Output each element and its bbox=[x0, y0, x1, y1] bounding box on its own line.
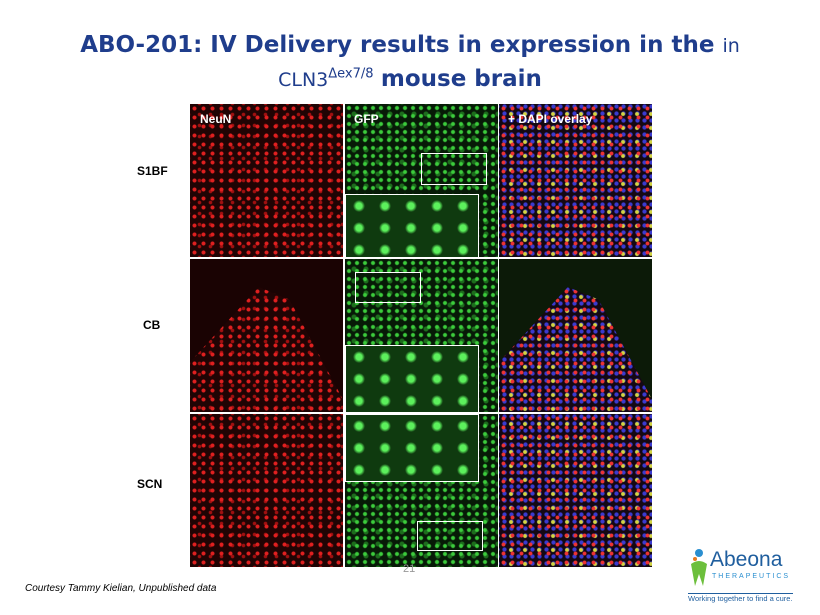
panel bbox=[190, 414, 343, 567]
title-line-2: CLN3Δex7/8 mouse brain bbox=[0, 66, 820, 92]
column-label: NeuN bbox=[200, 112, 232, 126]
logo-tagline: Working together to find a cure. bbox=[688, 593, 793, 603]
title-line-1: ABO-201: IV Delivery results in expressi… bbox=[0, 32, 820, 58]
inset-box bbox=[421, 153, 487, 185]
title-superscript: Δex7/8 bbox=[328, 66, 374, 82]
row-label: CB bbox=[143, 318, 161, 332]
title-small: in bbox=[722, 35, 740, 57]
microscopy-figure: NeuN GFP + DAPI overlay bbox=[190, 104, 652, 567]
inset-image bbox=[345, 345, 479, 412]
logo-subtitle: THERAPEUTICS bbox=[712, 573, 791, 580]
panel bbox=[345, 259, 498, 412]
inset-image bbox=[345, 194, 479, 257]
title-bold: mouse brain bbox=[380, 66, 542, 92]
row-label: SCN bbox=[137, 477, 163, 491]
inset-box bbox=[355, 272, 421, 303]
credit: Courtesy Tammy Kielian, Unpublished data bbox=[25, 583, 217, 594]
cerebellum bbox=[499, 287, 652, 412]
panel bbox=[190, 104, 343, 257]
logo: Abeona THERAPEUTICS Working together to … bbox=[688, 546, 810, 606]
panel bbox=[499, 414, 652, 567]
page-number: 21 bbox=[403, 563, 416, 575]
panel bbox=[345, 104, 498, 257]
row-label: S1BF bbox=[137, 164, 168, 178]
panel bbox=[499, 259, 652, 412]
logo-name: Abeona bbox=[710, 548, 783, 571]
title-gene: CLN3 bbox=[278, 69, 329, 91]
title-text: ABO-201: IV Delivery results in expressi… bbox=[80, 32, 715, 58]
inset-box bbox=[417, 521, 483, 551]
column-label: GFP bbox=[354, 112, 379, 126]
logo-icon bbox=[691, 549, 707, 586]
inset-image bbox=[345, 414, 479, 482]
panel bbox=[190, 259, 343, 412]
panel bbox=[345, 414, 498, 567]
column-label: + DAPI overlay bbox=[508, 112, 593, 126]
cerebellum bbox=[190, 287, 343, 412]
panel bbox=[499, 104, 652, 257]
